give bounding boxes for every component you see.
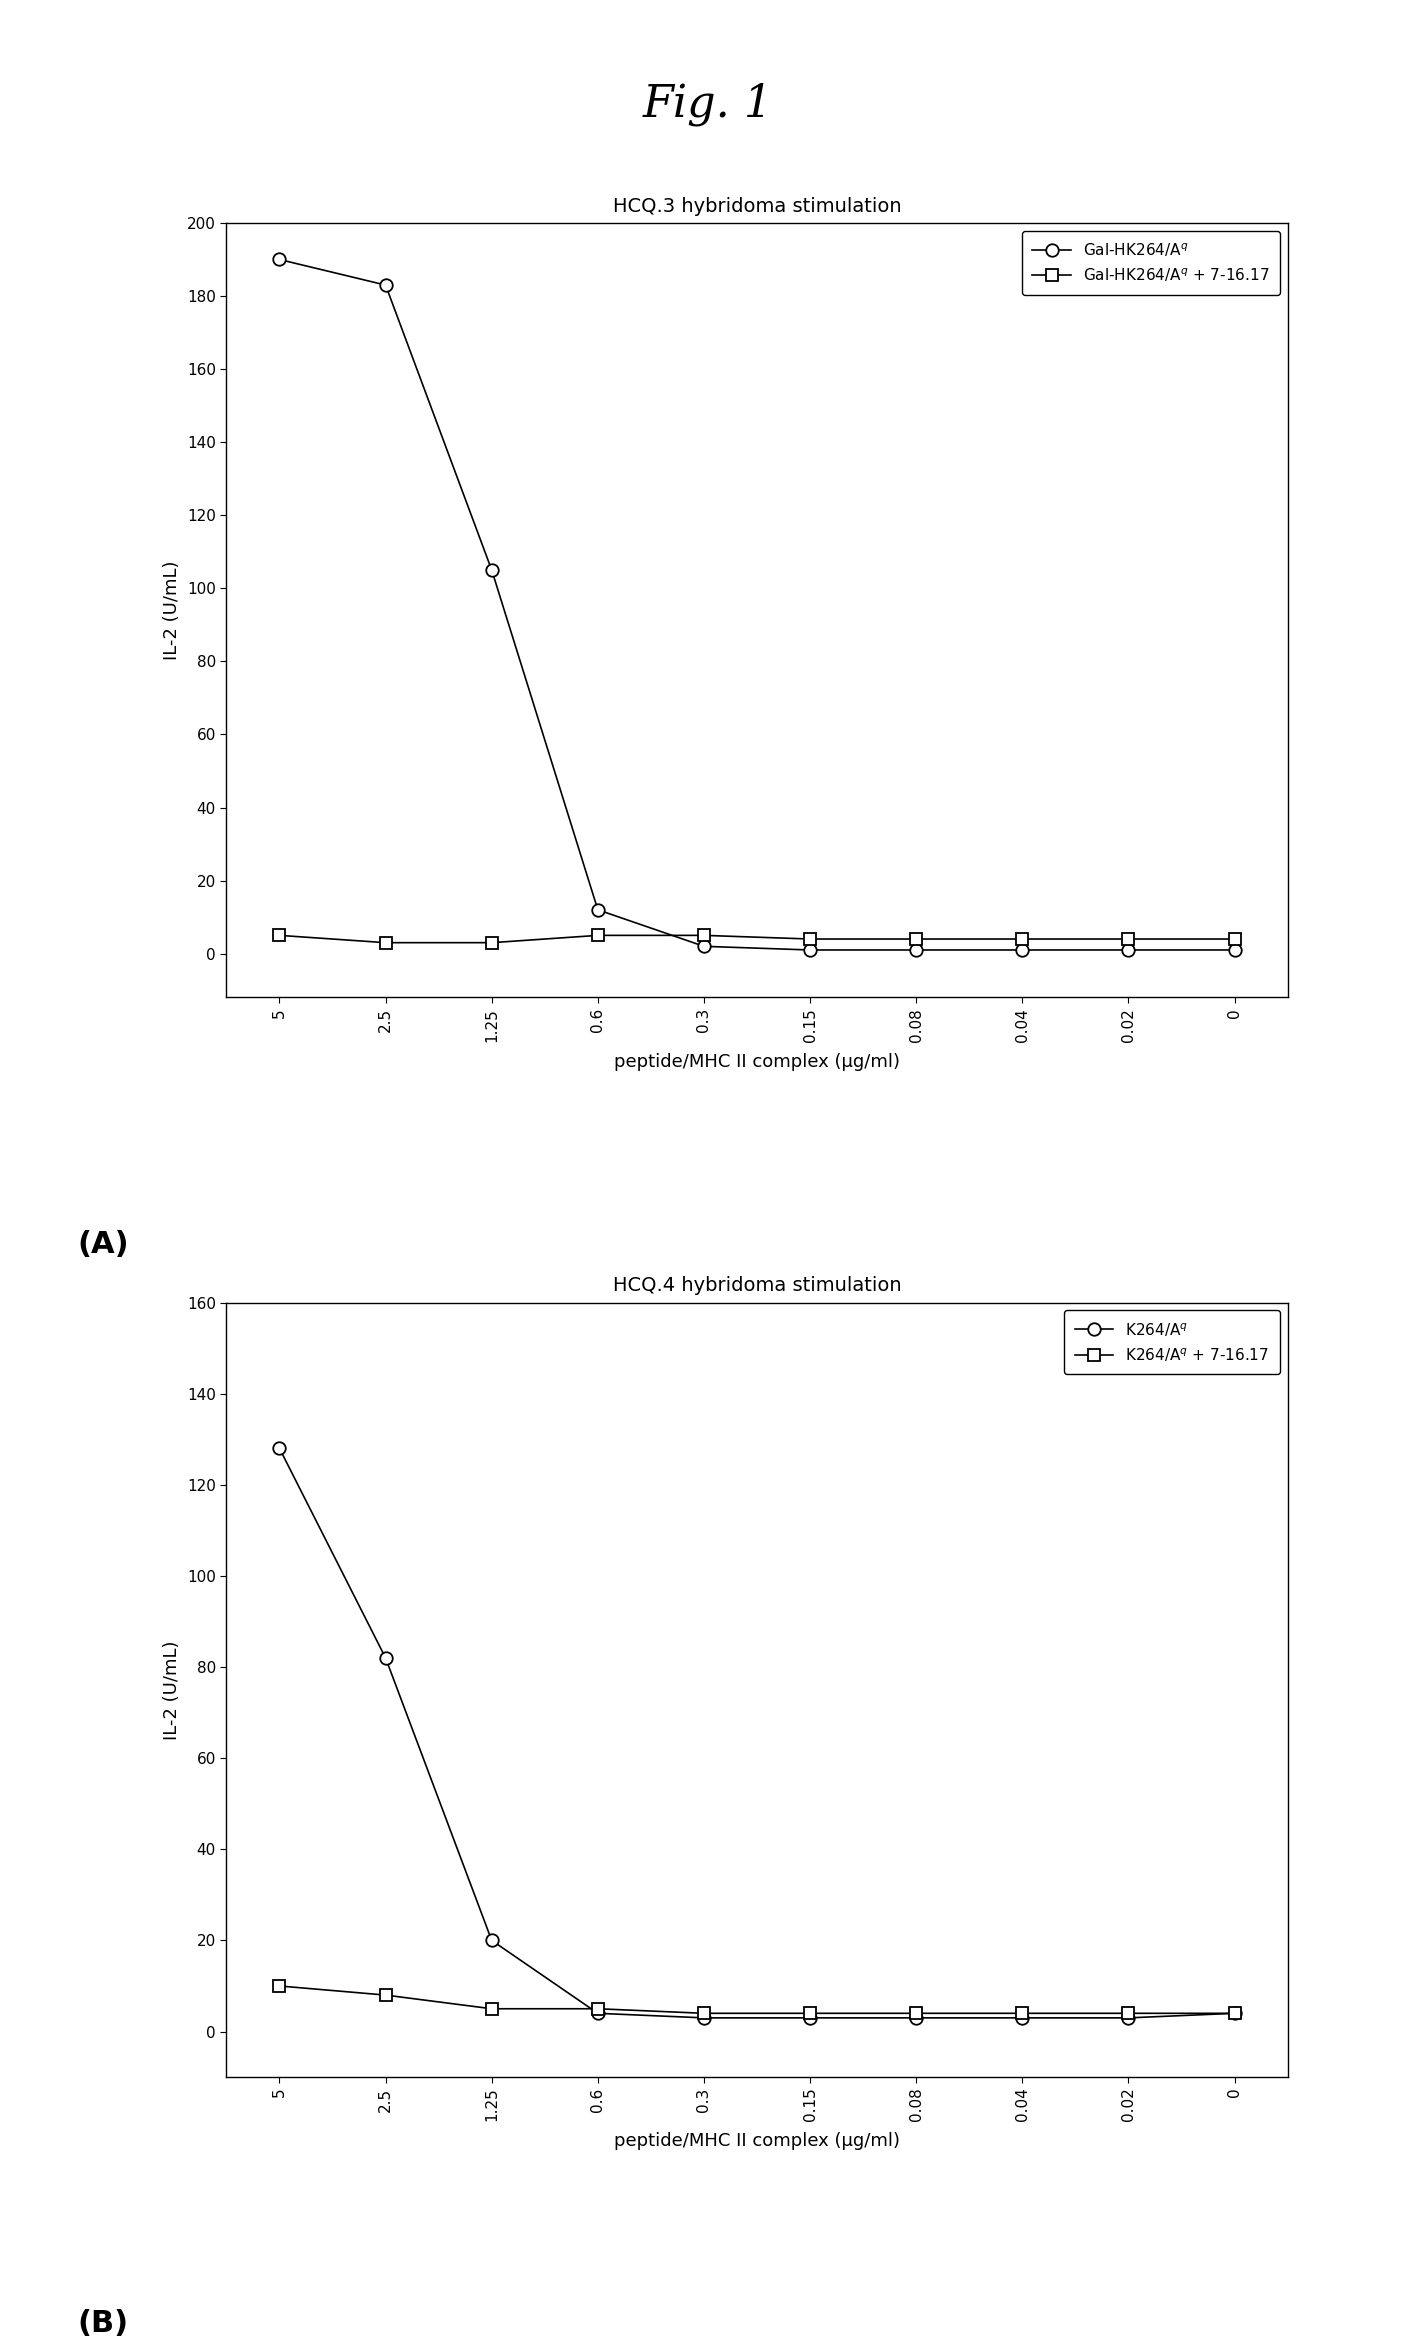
Text: (B): (B) bbox=[78, 2309, 129, 2338]
Text: Fig. 1: Fig. 1 bbox=[642, 82, 773, 127]
K264/A$^q$ bbox=[1013, 2004, 1030, 2033]
Line: Gal-HK264/A$^q$: Gal-HK264/A$^q$ bbox=[273, 253, 1241, 955]
K264/A$^q$ bbox=[695, 2004, 712, 2033]
Gal-HK264/A$^q$ + 7-16.17 bbox=[908, 925, 925, 953]
K264/A$^q$ + 7-16.17 bbox=[589, 1995, 606, 2023]
Title: HCQ.4 hybridoma stimulation: HCQ.4 hybridoma stimulation bbox=[613, 1277, 901, 1296]
Gal-HK264/A$^q$ + 7-16.17 bbox=[1225, 925, 1244, 953]
K264/A$^q$ + 7-16.17 bbox=[1225, 2000, 1244, 2028]
Line: K264/A$^q$ + 7-16.17: K264/A$^q$ + 7-16.17 bbox=[273, 1981, 1241, 2018]
K264/A$^q$ + 7-16.17 bbox=[908, 2000, 925, 2028]
Gal-HK264/A$^q$ + 7-16.17 bbox=[695, 922, 712, 951]
Y-axis label: IL-2 (U/mL): IL-2 (U/mL) bbox=[163, 1641, 181, 1739]
Gal-HK264/A$^q$ bbox=[908, 936, 925, 965]
K264/A$^q$ bbox=[589, 2000, 606, 2028]
Title: HCQ.3 hybridoma stimulation: HCQ.3 hybridoma stimulation bbox=[613, 197, 901, 216]
Gal-HK264/A$^q$ bbox=[1225, 936, 1244, 965]
Gal-HK264/A$^q$ bbox=[695, 932, 712, 960]
K264/A$^q$ + 7-16.17 bbox=[1013, 2000, 1030, 2028]
Gal-HK264/A$^q$ bbox=[1121, 936, 1138, 965]
Gal-HK264/A$^q$ + 7-16.17 bbox=[1121, 925, 1138, 953]
Gal-HK264/A$^q$ bbox=[1013, 936, 1030, 965]
K264/A$^q$ + 7-16.17 bbox=[695, 2000, 712, 2028]
Gal-HK264/A$^q$ bbox=[589, 897, 606, 925]
Legend: Gal-HK264/A$^q$, Gal-HK264/A$^q$ + 7-16.17: Gal-HK264/A$^q$, Gal-HK264/A$^q$ + 7-16.… bbox=[1022, 230, 1281, 296]
Gal-HK264/A$^q$ + 7-16.17 bbox=[589, 922, 606, 951]
Line: K264/A$^q$: K264/A$^q$ bbox=[273, 1441, 1241, 2023]
K264/A$^q$ + 7-16.17 bbox=[270, 1971, 289, 2000]
Gal-HK264/A$^q$ bbox=[376, 270, 393, 298]
K264/A$^q$ bbox=[801, 2004, 818, 2033]
Gal-HK264/A$^q$ + 7-16.17 bbox=[801, 925, 818, 953]
X-axis label: peptide/MHC II complex (μg/ml): peptide/MHC II complex (μg/ml) bbox=[614, 1054, 900, 1070]
Y-axis label: IL-2 (U/mL): IL-2 (U/mL) bbox=[163, 561, 181, 660]
Legend: K264/A$^q$, K264/A$^q$ + 7-16.17: K264/A$^q$, K264/A$^q$ + 7-16.17 bbox=[1064, 1310, 1281, 1375]
K264/A$^q$ bbox=[1121, 2004, 1138, 2033]
K264/A$^q$ bbox=[908, 2004, 925, 2033]
K264/A$^q$ bbox=[1225, 2000, 1244, 2028]
Gal-HK264/A$^q$ bbox=[483, 556, 501, 584]
K264/A$^q$ bbox=[376, 1643, 393, 1671]
K264/A$^q$ bbox=[270, 1434, 289, 1462]
Gal-HK264/A$^q$ + 7-16.17 bbox=[1013, 925, 1030, 953]
K264/A$^q$ + 7-16.17 bbox=[483, 1995, 501, 2023]
X-axis label: peptide/MHC II complex (μg/ml): peptide/MHC II complex (μg/ml) bbox=[614, 2133, 900, 2150]
Gal-HK264/A$^q$ + 7-16.17 bbox=[483, 929, 501, 958]
K264/A$^q$ + 7-16.17 bbox=[801, 2000, 818, 2028]
K264/A$^q$ + 7-16.17 bbox=[376, 1981, 393, 2009]
Text: (A): (A) bbox=[78, 1230, 129, 1258]
K264/A$^q$ + 7-16.17 bbox=[1121, 2000, 1138, 2028]
Gal-HK264/A$^q$ bbox=[270, 246, 289, 275]
Gal-HK264/A$^q$ bbox=[801, 936, 818, 965]
Line: Gal-HK264/A$^q$ + 7-16.17: Gal-HK264/A$^q$ + 7-16.17 bbox=[273, 929, 1241, 948]
Gal-HK264/A$^q$ + 7-16.17 bbox=[376, 929, 393, 958]
Gal-HK264/A$^q$ + 7-16.17 bbox=[270, 922, 289, 951]
K264/A$^q$ bbox=[483, 1927, 501, 1955]
